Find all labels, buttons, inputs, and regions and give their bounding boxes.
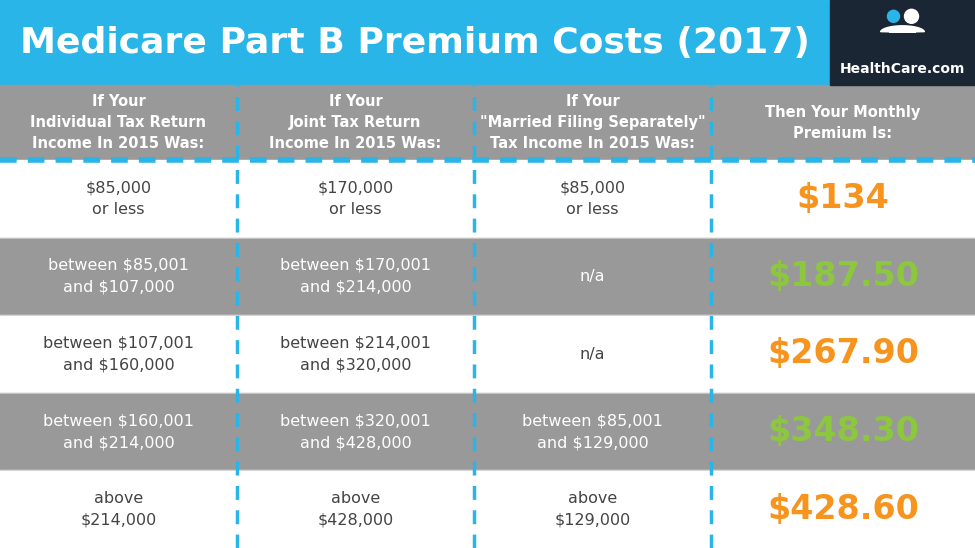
Bar: [0, 160, 975, 238]
Bar: [0, 238, 975, 315]
Text: between $107,001
and $160,000: between $107,001 and $160,000: [43, 335, 194, 373]
Text: above
$428,000: above $428,000: [318, 490, 394, 528]
Text: HealthCare.com: HealthCare.com: [839, 62, 965, 76]
Text: $85,000
or less: $85,000 or less: [86, 180, 151, 218]
Text: If Your
Individual Tax Return
Income In 2015 Was:: If Your Individual Tax Return Income In …: [30, 94, 207, 151]
Text: $187.50: $187.50: [767, 260, 919, 293]
Text: $134: $134: [797, 182, 889, 215]
Text: Then Your Monthly
Premium Is:: Then Your Monthly Premium Is:: [765, 105, 920, 140]
Text: above
$129,000: above $129,000: [555, 490, 631, 528]
Text: If Your
"Married Filing Separately"
Tax Income In 2015 Was:: If Your "Married Filing Separately" Tax …: [480, 94, 705, 151]
Text: $85,000
or less: $85,000 or less: [560, 180, 626, 218]
Bar: [0, 470, 975, 548]
Text: If Your
Joint Tax Return
Income In 2015 Was:: If Your Joint Tax Return Income In 2015 …: [269, 94, 442, 151]
Text: between $160,001
and $214,000: between $160,001 and $214,000: [43, 413, 194, 450]
Text: $267.90: $267.90: [767, 338, 919, 370]
Text: n/a: n/a: [580, 346, 605, 362]
Bar: [0, 315, 975, 393]
Text: between $170,001
and $214,000: between $170,001 and $214,000: [280, 258, 431, 295]
Text: Medicare Part B Premium Costs (2017): Medicare Part B Premium Costs (2017): [20, 26, 810, 60]
Circle shape: [905, 9, 918, 24]
Text: between $85,001
and $107,000: between $85,001 and $107,000: [48, 258, 189, 295]
Polygon shape: [880, 26, 924, 32]
Text: above
$214,000: above $214,000: [80, 490, 157, 528]
Text: $348.30: $348.30: [767, 415, 919, 448]
Circle shape: [887, 10, 900, 22]
Text: $170,000
or less: $170,000 or less: [318, 180, 394, 218]
Text: between $214,001
and $320,000: between $214,001 and $320,000: [280, 335, 431, 373]
Bar: [0, 85, 975, 160]
Bar: [0, 0, 975, 85]
Text: n/a: n/a: [580, 269, 605, 284]
Bar: [0, 393, 975, 470]
Text: $428.60: $428.60: [767, 493, 918, 526]
Text: between $320,001
and $428,000: between $320,001 and $428,000: [280, 413, 431, 450]
Text: between $85,001
and $129,000: between $85,001 and $129,000: [522, 413, 663, 450]
Bar: [830, 0, 975, 85]
